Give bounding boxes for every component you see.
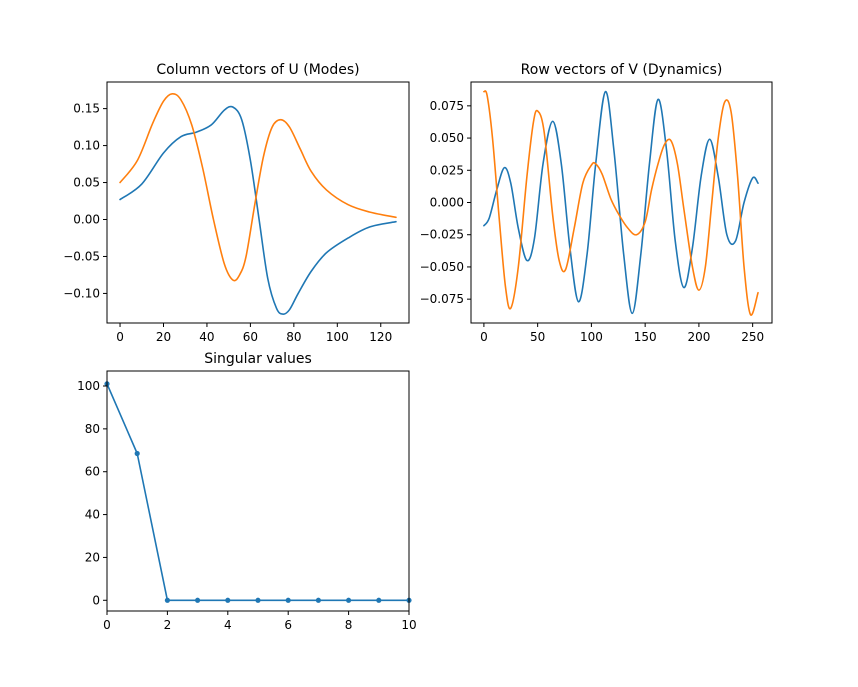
x-tick-label: 0	[116, 330, 124, 344]
x-tick-label: 100	[580, 330, 603, 344]
y-tick-label: 0.10	[73, 139, 100, 153]
data-point-9	[376, 597, 382, 603]
data-point-3	[195, 597, 201, 603]
y-tick-label: 80	[85, 422, 100, 436]
y-tick-label: 0.075	[430, 99, 464, 113]
x-tick-label: 2	[164, 618, 172, 632]
plot-frame	[106, 370, 410, 612]
x-tick-label: 40	[199, 330, 214, 344]
y-tick-label: −0.075	[420, 292, 464, 306]
data-point-1	[134, 450, 140, 457]
data-point-2	[164, 597, 170, 603]
y-tick-label: 0.000	[430, 196, 464, 210]
y-tick-label: 0.025	[430, 163, 464, 177]
y-tick-label: −0.050	[420, 260, 464, 274]
y-tick-label: −0.10	[63, 286, 100, 300]
series-line-1	[107, 383, 409, 602]
series-line-2	[119, 93, 397, 282]
data-point-7	[315, 597, 321, 603]
chart-title: Singular values	[204, 351, 312, 367]
x-tick-label: 100	[326, 330, 349, 344]
x-tick-label: 50	[530, 330, 545, 344]
data-point-4	[225, 597, 231, 603]
y-tick-label: 0.050	[430, 131, 464, 145]
series-line-2	[483, 90, 759, 316]
y-tick-label: 20	[85, 550, 100, 564]
chart-panel-1: 0 20 40 60 80 100 120 −0.10 −0.05 0.00 0.05 0.10 0.1…	[63, 62, 410, 344]
y-tick-label: 0.05	[73, 176, 100, 190]
y-tick-label: 0.00	[73, 213, 100, 227]
x-tick-label: 8	[345, 618, 353, 632]
x-tick-label: 20	[156, 330, 171, 344]
chart-panel-2: 0 50 100 150 200 250 −0.075 −0.050 −0.025 0.000 0.…	[420, 62, 773, 344]
x-tick-label: 80	[286, 330, 301, 344]
x-tick-label: 150	[634, 330, 657, 344]
y-tick-label: 40	[85, 508, 100, 522]
data-point-8	[346, 597, 352, 603]
y-tick-label: 0	[92, 593, 100, 607]
x-tick-label: 120	[369, 330, 392, 344]
x-tick-label: 200	[687, 330, 710, 344]
x-tick-label: 6	[284, 618, 292, 632]
x-tick-label: 250	[741, 330, 764, 344]
x-tick-label: 60	[243, 330, 258, 344]
y-tick-label: 60	[85, 465, 100, 479]
x-tick-label: 10	[401, 618, 416, 632]
data-point-6	[285, 597, 291, 603]
y-tick-label: −0.05	[63, 249, 100, 263]
x-tick-label: 0	[103, 618, 111, 632]
x-tick-label: 0	[480, 330, 488, 344]
y-tick-label: −0.025	[420, 228, 464, 242]
chart-title: Row vectors of V (Dynamics)	[521, 62, 723, 78]
plot-frame	[106, 81, 410, 324]
data-point-5	[255, 597, 261, 603]
x-tick-label: 4	[224, 618, 232, 632]
y-tick-label: 100	[77, 379, 100, 393]
series-line-1	[483, 90, 759, 315]
y-tick-label: 0.15	[73, 102, 100, 116]
series-line-1	[119, 105, 397, 315]
chart-title: Column vectors of U (Modes)	[156, 62, 359, 78]
